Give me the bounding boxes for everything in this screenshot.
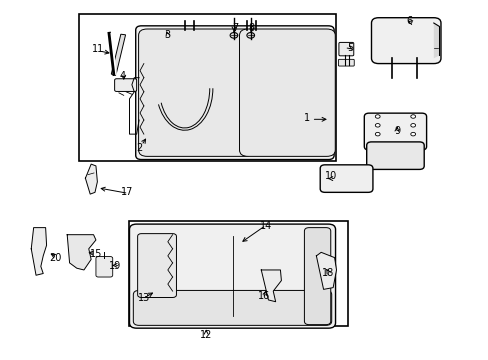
FancyBboxPatch shape (371, 18, 440, 64)
Text: 2: 2 (136, 143, 142, 153)
FancyBboxPatch shape (239, 29, 335, 156)
Text: 14: 14 (260, 221, 272, 231)
Polygon shape (316, 252, 336, 289)
FancyBboxPatch shape (136, 26, 333, 159)
Bar (111, 34, 125, 75)
Bar (129, 221, 347, 327)
Text: 17: 17 (121, 187, 133, 197)
Bar (79, 14, 335, 161)
Text: 19: 19 (109, 261, 121, 271)
Text: 5: 5 (346, 43, 352, 53)
Polygon shape (31, 228, 46, 275)
Text: 1: 1 (303, 113, 309, 123)
Circle shape (246, 32, 254, 38)
Polygon shape (433, 23, 439, 58)
Text: 4: 4 (119, 71, 125, 81)
Text: 9: 9 (394, 126, 400, 136)
Circle shape (410, 123, 415, 127)
Circle shape (375, 132, 379, 136)
FancyBboxPatch shape (137, 234, 176, 297)
Text: 7: 7 (231, 23, 238, 33)
Text: 15: 15 (90, 249, 102, 259)
Text: 13: 13 (138, 293, 150, 303)
FancyBboxPatch shape (338, 42, 353, 56)
FancyBboxPatch shape (129, 224, 335, 328)
FancyBboxPatch shape (320, 165, 372, 192)
Text: 6: 6 (406, 16, 412, 26)
Circle shape (230, 32, 237, 38)
FancyBboxPatch shape (364, 113, 426, 150)
Text: 10: 10 (324, 171, 336, 181)
Polygon shape (67, 235, 96, 270)
Text: 16: 16 (257, 292, 269, 301)
Text: 11: 11 (92, 45, 104, 54)
Polygon shape (85, 164, 97, 194)
FancyBboxPatch shape (366, 142, 424, 170)
Circle shape (375, 115, 379, 118)
Text: 3: 3 (164, 30, 170, 40)
FancyBboxPatch shape (96, 257, 112, 277)
FancyBboxPatch shape (138, 29, 252, 156)
FancyBboxPatch shape (133, 291, 331, 325)
Circle shape (410, 132, 415, 136)
Text: 18: 18 (322, 269, 334, 279)
Circle shape (375, 123, 379, 127)
FancyBboxPatch shape (114, 79, 137, 91)
FancyBboxPatch shape (338, 59, 353, 66)
Circle shape (410, 115, 415, 118)
FancyBboxPatch shape (304, 228, 330, 325)
Text: 20: 20 (49, 253, 61, 262)
Polygon shape (261, 270, 281, 302)
Text: 8: 8 (248, 23, 254, 33)
Text: 12: 12 (200, 330, 212, 340)
